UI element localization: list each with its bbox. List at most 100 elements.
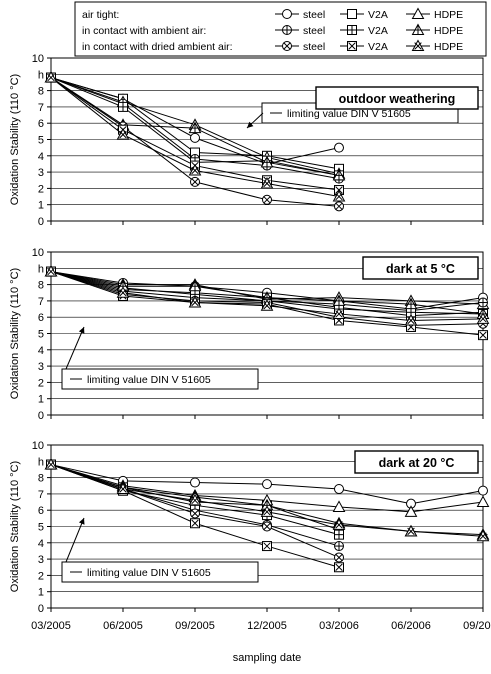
legend-row-label: in contact with dried ambient air: (82, 41, 233, 53)
y-tick-label: 6 (38, 118, 44, 130)
y-tick-label: 7 (38, 489, 44, 501)
limit-arrowhead (78, 518, 85, 525)
data-point-d2 (191, 178, 199, 186)
data-point-d2 (479, 315, 487, 323)
y-tick-label: 2 (38, 570, 44, 582)
data-point-d2 (479, 532, 487, 541)
y-tick-label: 3 (38, 554, 44, 566)
y-tick-label: h (38, 69, 44, 81)
limit-label-box (61, 368, 259, 390)
x-tick-label: 03/2005 (31, 620, 71, 632)
y-tick-label: 7 (38, 102, 44, 114)
data-point-d2 (335, 563, 343, 571)
panel-title: dark at 5 °C (386, 262, 455, 276)
y-tick-label: 6 (38, 505, 44, 517)
data-point-d2 (407, 316, 415, 325)
y-tick-label: 7 (38, 296, 44, 308)
legend-row-label: in contact with ambient air: (82, 25, 206, 37)
legend-entry: HDPE (406, 23, 463, 37)
data-point-d2 (263, 508, 271, 516)
limit-arrow (65, 326, 85, 370)
y-tick-label: 4 (38, 538, 44, 550)
data-point-d2 (119, 289, 127, 297)
y-tick-label: 1 (38, 587, 44, 599)
y-tick-label: 1 (38, 200, 44, 212)
data-point-d2 (191, 496, 199, 505)
y-tick-label: 4 (38, 151, 44, 163)
legend-entry: V2A (340, 41, 388, 53)
legend-entry-label: HDPE (434, 41, 463, 53)
data-point-d2 (335, 202, 343, 211)
legend-marker-d2 (348, 42, 356, 50)
y-tick-label: 8 (38, 280, 44, 292)
y-tick-label: 1 (38, 394, 44, 406)
data-point-d2 (263, 302, 271, 310)
data-point-d2 (191, 519, 199, 527)
x-axis-label: sampling date (233, 652, 302, 664)
legend-entry-label: HDPE (434, 25, 463, 37)
limit-label-text: limiting value DIN V 51605 (87, 567, 211, 579)
y-axis-label: Oxidation Stability (110 °C) (9, 268, 21, 399)
chart-panel-2: 0 1 2 3 4 5 6 7 8 h 10 Oxidation Stability (110 °C)… (9, 247, 490, 422)
x-tick-label: 12/2005 (247, 620, 287, 632)
data-point (190, 477, 200, 488)
data-point-d2 (47, 73, 55, 82)
data-point-d2 (47, 460, 55, 469)
limit-arrow (65, 517, 85, 563)
y-axis-label: Oxidation Stability (110 °C) (9, 74, 21, 205)
data-point (332, 500, 346, 512)
data-point-d2 (191, 509, 199, 518)
y-tick-label: 0 (38, 410, 44, 422)
y-tick-label: 5 (38, 522, 44, 534)
y-tick-label: 0 (38, 603, 44, 615)
data-point-d2 (263, 179, 271, 188)
panel-title-box (315, 86, 479, 110)
legend-entry-label: HDPE (434, 9, 463, 21)
limit-arrowhead (247, 121, 254, 128)
legend-row-label: air tight: (82, 9, 119, 21)
legend-entry-label: V2A (368, 41, 388, 53)
chart-panel-3: 0 1 2 3 4 5 6 7 8 h 10 Oxidation Stability (110 °C)… (9, 440, 490, 615)
legend-entry-label: steel (303, 25, 325, 37)
data-point-d2 (263, 542, 271, 550)
data-point-d2 (47, 267, 55, 276)
y-axis-label: Oxidation Stability (110 °C) (9, 461, 21, 592)
data-point-d2 (335, 521, 343, 529)
legend-entry: steel (275, 25, 325, 37)
x-tick-label: 03/2006 (319, 620, 359, 632)
data-point-d2 (191, 166, 199, 175)
legend-entry: V2A (340, 9, 388, 21)
limit-label-text: limiting value DIN V 51605 (87, 374, 211, 386)
data-point-d2 (479, 331, 487, 339)
y-tick-label: 0 (38, 216, 44, 228)
y-tick-label: h (38, 263, 44, 275)
limit-label-text: limiting value DIN V 51605 (287, 108, 411, 120)
legend-entry: V2A (340, 25, 388, 37)
y-tick-label: 8 (38, 86, 44, 98)
data-point (334, 142, 344, 153)
y-tick-label: 5 (38, 135, 44, 147)
y-tick-label: 5 (38, 329, 44, 341)
legend-marker-d2 (414, 42, 422, 50)
legend-entry-label: steel (303, 9, 325, 21)
legend-entry-label: V2A (368, 25, 388, 37)
data-point (404, 505, 418, 517)
legend-entry: HDPE (406, 39, 463, 53)
data-point-d2 (191, 298, 199, 307)
data-point-d2 (263, 522, 271, 531)
y-tick-label: 3 (38, 361, 44, 373)
legend-marker (347, 9, 357, 19)
y-tick-label: 3 (38, 167, 44, 179)
chart-panel-1: 0 1 2 3 4 5 6 7 8 h 10 Oxidation Stability (110 °C)… (9, 53, 484, 228)
data-point (476, 495, 490, 508)
legend-entry-label: steel (303, 41, 325, 53)
y-tick-label: 6 (38, 312, 44, 324)
x-tick-label: 06/2005 (103, 620, 143, 632)
x-tick-label: 09/2006 (463, 620, 491, 632)
panel-title-box (362, 256, 479, 280)
y-tick-label: 10 (32, 440, 44, 452)
series-triangle-x (44, 458, 490, 542)
x-tick-label: 09/2005 (175, 620, 215, 632)
data-point-d2 (335, 192, 343, 201)
